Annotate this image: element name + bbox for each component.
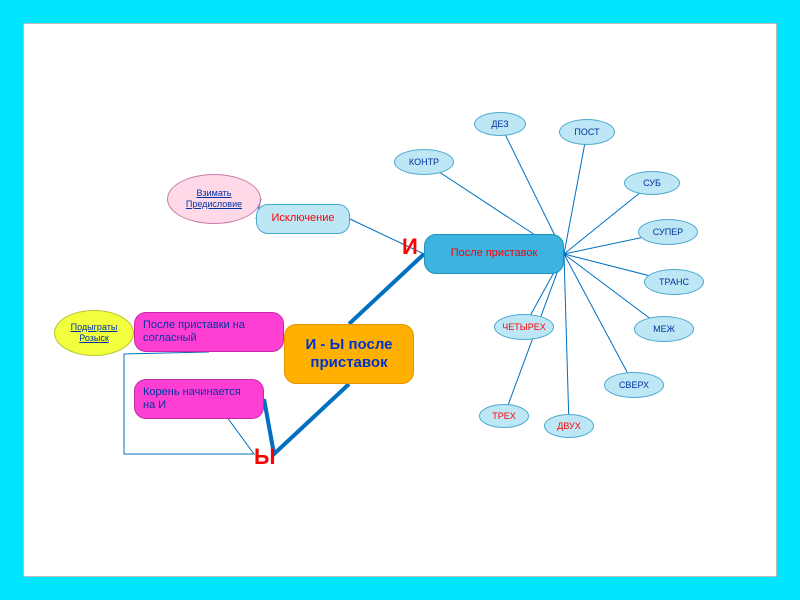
branch-label-И: И [402, 234, 418, 260]
edge-posle_prist-post [564, 132, 587, 254]
node-mezh: МЕЖ [634, 316, 694, 342]
node-chetyrekh-label: ЧЕТЫРЕХ [502, 322, 545, 333]
node-post-label: ПОСТ [574, 127, 599, 138]
node-posle_prist-label: После приставок [451, 247, 538, 260]
node-posle_prist: После приставок [424, 234, 564, 274]
node-post: ПОСТ [559, 119, 615, 145]
node-trekh-label: ТРЕХ [492, 411, 516, 422]
node-center: И - Ы после приставок [284, 324, 414, 384]
node-sverkh: СВЕРХ [604, 372, 664, 398]
node-chetyrekh: ЧЕТЫРЕХ [494, 314, 554, 340]
diagram-canvas: И - Ы после приставок После приставок ЧЕТЫ… [24, 24, 776, 576]
edge-center-posle_prist [349, 254, 424, 324]
node-super: СУПЕР [638, 219, 698, 245]
edge-center-koren [264, 384, 349, 454]
node-iskl-label: Исключение [272, 212, 335, 225]
node-podroz: ПодыгратыРозыск [54, 310, 134, 356]
node-dez: ДЕЗ [474, 112, 526, 136]
node-iskl: Исключение [256, 204, 350, 234]
node-sub-label: СУБ [643, 178, 661, 189]
node-dez-label: ДЕЗ [491, 119, 508, 130]
node-posle_soglas-label: После приставки на согласный [143, 319, 275, 345]
node-sub: СУБ [624, 171, 680, 195]
node-kontr: КОНТР [394, 149, 454, 175]
node-koren: Корень начинается на И [134, 379, 264, 419]
node-sverkh-label: СВЕРХ [619, 380, 649, 391]
edge-posle_prist-dvukh [564, 254, 569, 426]
node-trekh: ТРЕХ [479, 404, 529, 428]
node-mezh-label: МЕЖ [653, 324, 675, 335]
branch-label-Ы: Ы [254, 444, 276, 470]
node-podroz-line0: Подыграты [71, 322, 118, 333]
node-podroz-line1: Розыск [79, 333, 109, 344]
node-trans: ТРАНС [644, 269, 704, 295]
edge-posle_prist-sverkh [564, 254, 634, 385]
node-posle_soglas: После приставки на согласный [134, 312, 284, 352]
node-center-label: И - Ы после приставок [293, 336, 405, 372]
node-vzpr-line0: Взимать [197, 188, 232, 199]
node-vzpr: ВзиматьПредисловие [167, 174, 261, 224]
node-kontr-label: КОНТР [409, 157, 439, 168]
node-dvukh-label: ДВУХ [557, 421, 581, 432]
node-trans-label: ТРАНС [659, 277, 689, 288]
node-vzpr-line1: Предисловие [186, 199, 242, 210]
node-koren-label: Корень начинается на И [143, 386, 255, 412]
node-dvukh: ДВУХ [544, 414, 594, 438]
page-background: И - Ы после приставок После приставок ЧЕТЫ… [0, 0, 800, 600]
node-super-label: СУПЕР [653, 227, 683, 238]
edge-layer [24, 24, 776, 576]
